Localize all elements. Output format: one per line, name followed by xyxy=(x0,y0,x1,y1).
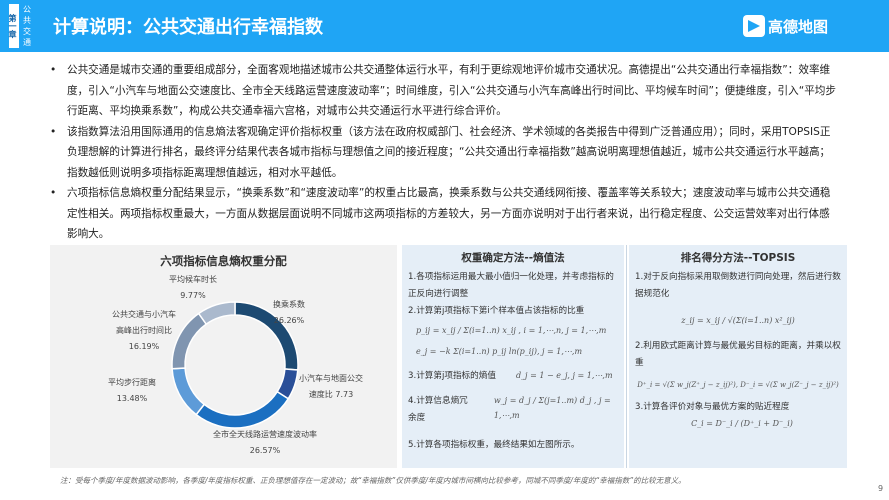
entropy-title: 权重确定方法--熵值法 xyxy=(461,252,565,264)
chart-title: 六项指标信息熵权重分配 xyxy=(160,254,287,268)
label-transit-car-ratio: 公共交通与小汽车高峰出行时间比 16.19% xyxy=(112,310,176,351)
formula-d: d_j = 1 − e_j, j = 1,⋯,m xyxy=(515,371,613,380)
bullet-list: 公共交通是城市交通的重要组成部分，全面客观地描述城市公共交通整体运行水平，有利于… xyxy=(50,60,840,245)
bullet-item: 公共交通是城市交通的重要组成部分，全面客观地描述城市公共交通整体运行水平，有利于… xyxy=(50,60,840,122)
label-transfer: 换乘系数 26.26% xyxy=(273,300,305,325)
divider xyxy=(626,245,627,468)
topsis-step-2: 2.利用欧式距离计算与最优最劣目标的距离，并乘以权重 xyxy=(635,341,841,368)
formula-w: w_j = d_j / Σ(j=1..m) d_j , j = 1,⋯,m xyxy=(493,396,611,420)
chapter-tag: 第一章 xyxy=(8,4,19,48)
bullet-item: 六项指标信息熵权重分配结果显示，“换乘系数”和“速度波动率”的权重占比最高，换乘… xyxy=(50,183,840,245)
entropy-method-box: 权重确定方法--熵值法 1.各项指标运用最大最小值归一化处理，并考虑指标的正反向… xyxy=(402,245,624,468)
label-car-bus-speed: 小汽车与地面公交速度比 7.73 xyxy=(299,374,363,399)
label-speed-volatility: 全市全天线路运营速度波动率 26.57% xyxy=(213,430,317,455)
formula-c: C_i = D⁻_i / (D⁺_i + D⁻_i) xyxy=(691,419,793,428)
footnote: 注：受每个季度/年度数据波动影响，各季度/年度指标权重、正负理想值存在一定波动；… xyxy=(60,476,686,485)
formula-d: D⁺_i = √(Σ w_j(Z⁺_j − z_ij)²), D⁻_i = √(… xyxy=(637,381,839,389)
entropy-step-5: 5.计算各项指标权重，最终结果如左图所示。 xyxy=(408,440,580,450)
entropy-step-4: 4.计算信息熵冗余度 xyxy=(408,396,468,423)
page-number: 9 xyxy=(878,484,884,493)
formula-e: e_j = −k Σ(i=1..n) p_ij ln(p_ij), j = 1,… xyxy=(416,347,583,356)
donut-chart-panel: 六项指标信息熵权重分配 平均候车时长 9.77% 换乘系数 26.26% 公共交通与… xyxy=(50,245,397,468)
topsis-title: 排名得分方法--TOPSIS xyxy=(680,252,796,264)
page-title: 计算说明：公共交通出行幸福指数 xyxy=(53,17,323,38)
logo-text: 高德地图 xyxy=(768,17,829,36)
donut-slice-4 xyxy=(171,367,206,416)
label-walk-distance: 平均步行距离 13.48% xyxy=(108,378,156,403)
donut-chart xyxy=(171,301,299,429)
amap-logo-icon xyxy=(743,15,765,37)
formula-z: z_ij = x_ij / √(Σ(i=1..n) x²_ij) xyxy=(681,316,795,325)
entropy-step-3: 3.计算第j项指标的熵值 xyxy=(408,371,496,381)
formula-p: p_ij = x_ij / Σ(i=1..n) x_ij , i = 1,⋯,n… xyxy=(416,326,607,335)
label-wait-time: 平均候车时长 9.77% xyxy=(169,275,217,300)
header-bar: 第一章 公共交通 计算说明：公共交通出行幸福指数 高德地图 xyxy=(0,0,889,52)
amap-logo: 高德地图 xyxy=(743,15,828,37)
topsis-method-box: 排名得分方法--TOPSIS 1.对于反向指标采用取倒数进行同向处理，然后进行数… xyxy=(629,245,847,468)
topsis-step-3: 3.计算各评价对象与最优方案的贴近程度 xyxy=(635,402,790,412)
section-tag: 公共交通 xyxy=(23,5,31,47)
bullet-item: 该指数算法沿用国际通用的信息熵法客观确定评价指标权重（该方法在政府权威部门、社会… xyxy=(50,122,840,184)
entropy-step-2: 2.计算第j项指标下第i个样本值占该指标的比重 xyxy=(408,306,585,316)
topsis-step-1: 1.对于反向指标采用取倒数进行同向处理，然后进行数据规范化 xyxy=(635,272,841,299)
entropy-step-1: 1.各项指标运用最大最小值归一化处理，并考虑指标的正反向进行调整 xyxy=(408,272,614,299)
donut-slice-3 xyxy=(195,390,290,429)
donut-slice-6 xyxy=(197,301,236,326)
